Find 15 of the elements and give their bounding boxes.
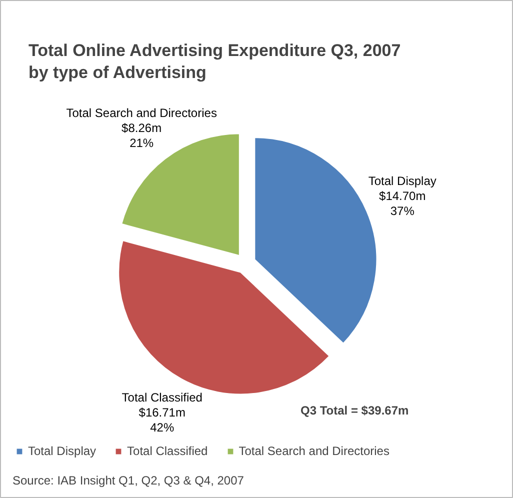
legend-label: Total Search and Directories: [238, 444, 390, 458]
chart-title: Total Online Advertising Expenditure Q3, 2007 by type of Advertising: [28, 41, 401, 82]
legend-label: Total Classified: [127, 444, 208, 458]
slice-label: Total Display: [368, 174, 436, 188]
text: 21%: [130, 136, 154, 150]
source-note: Source: IAB Insight Q1, Q2, Q3 & Q4, 2007: [12, 474, 244, 488]
legend-label: Total Display: [28, 444, 96, 458]
data-label: $14.70m: [379, 188, 426, 203]
text: 37%: [390, 204, 414, 218]
slice-label: Total Search and Directories: [66, 106, 217, 120]
data-label: $8.26m: [122, 120, 162, 135]
text: 42%: [150, 420, 174, 435]
slice-label: Total Classified: [122, 390, 202, 405]
data-label: $16.71m: [138, 406, 186, 420]
text: Q3 Total = $39.67m: [300, 404, 409, 418]
